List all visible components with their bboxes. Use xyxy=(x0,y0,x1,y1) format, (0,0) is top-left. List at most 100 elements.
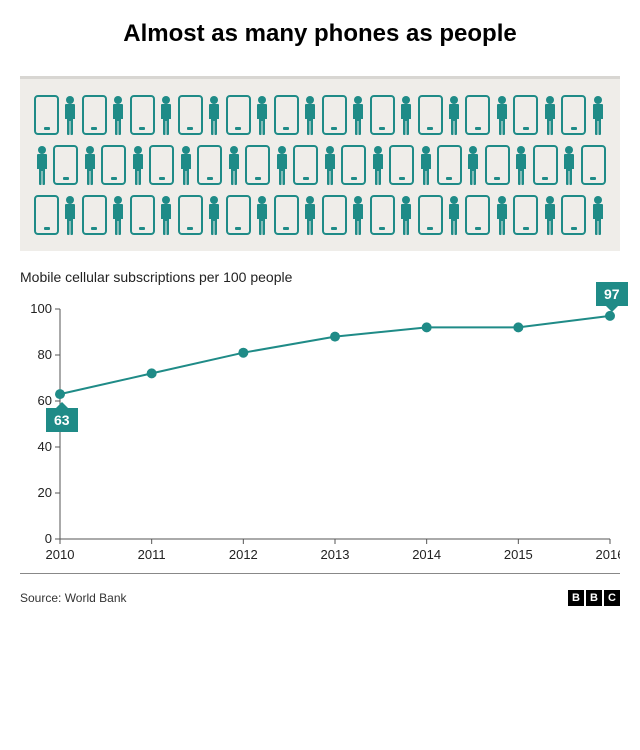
data-marker xyxy=(605,311,615,321)
x-tick-label: 2012 xyxy=(229,547,258,562)
person-icon xyxy=(62,195,78,235)
pictogram-row xyxy=(34,145,606,185)
phone-icon xyxy=(561,195,586,235)
phone-icon xyxy=(465,195,490,235)
person-icon xyxy=(62,95,78,135)
person-icon xyxy=(178,145,194,185)
person-icon xyxy=(110,195,126,235)
y-tick-label: 40 xyxy=(38,439,52,454)
bbc-logo: BBC xyxy=(568,590,620,606)
phone-icon xyxy=(274,195,299,235)
person-icon xyxy=(302,195,318,235)
person-icon xyxy=(34,145,50,185)
person-icon xyxy=(82,145,98,185)
logo-letter: C xyxy=(604,590,620,606)
person-icon xyxy=(590,95,606,135)
data-marker xyxy=(422,322,432,332)
person-icon xyxy=(130,145,146,185)
person-icon xyxy=(418,145,434,185)
pictogram-panel xyxy=(20,76,620,251)
phone-icon xyxy=(274,95,299,135)
y-tick-label: 100 xyxy=(30,301,52,316)
phone-icon xyxy=(130,95,155,135)
person-icon xyxy=(590,195,606,235)
person-icon xyxy=(513,145,529,185)
person-icon xyxy=(158,195,174,235)
data-marker xyxy=(330,332,340,342)
person-icon xyxy=(542,95,558,135)
x-tick-label: 2015 xyxy=(504,547,533,562)
phone-icon xyxy=(513,95,538,135)
phone-icon xyxy=(561,95,586,135)
footer: Source: World Bank BBC xyxy=(20,584,620,606)
person-icon xyxy=(254,195,270,235)
phone-icon xyxy=(322,95,347,135)
x-tick-label: 2013 xyxy=(321,547,350,562)
phone-icon xyxy=(293,145,318,185)
phone-icon xyxy=(226,95,251,135)
line-chart: Mobile cellular subscriptions per 100 pe… xyxy=(20,269,620,569)
phone-icon xyxy=(245,145,270,185)
person-icon xyxy=(350,195,366,235)
person-icon xyxy=(494,195,510,235)
phone-icon xyxy=(389,145,414,185)
x-tick-label: 2010 xyxy=(46,547,75,562)
chart-svg: 0 20 40 60 80 100 2010 2011 2012 2013 2014 2015 2016 xyxy=(20,289,620,569)
x-tick-label: 2014 xyxy=(412,547,441,562)
value-callout: 63 xyxy=(46,408,78,432)
person-icon xyxy=(398,195,414,235)
divider xyxy=(20,573,620,574)
phone-icon xyxy=(418,95,443,135)
person-icon xyxy=(561,145,577,185)
phone-icon xyxy=(82,95,107,135)
source-text: Source: World Bank xyxy=(20,591,127,605)
person-icon xyxy=(226,145,242,185)
phone-icon xyxy=(130,195,155,235)
y-tick-label: 60 xyxy=(38,393,52,408)
data-line xyxy=(60,316,610,394)
phone-icon xyxy=(341,145,366,185)
data-marker xyxy=(147,368,157,378)
phone-icon xyxy=(485,145,510,185)
phone-icon xyxy=(178,95,203,135)
person-icon xyxy=(494,95,510,135)
value-callout: 97 xyxy=(596,282,628,306)
x-tick-label: 2016 xyxy=(596,547,620,562)
data-marker xyxy=(513,322,523,332)
logo-letter: B xyxy=(586,590,602,606)
pictogram-row xyxy=(34,195,606,235)
phone-icon xyxy=(34,95,59,135)
phone-icon xyxy=(34,195,59,235)
phone-icon xyxy=(533,145,558,185)
phone-icon xyxy=(437,145,462,185)
phone-icon xyxy=(322,195,347,235)
y-tick-label: 20 xyxy=(38,485,52,500)
phone-icon xyxy=(197,145,222,185)
person-icon xyxy=(465,145,481,185)
data-marker xyxy=(238,348,248,358)
person-icon xyxy=(398,95,414,135)
person-icon xyxy=(322,145,338,185)
phone-icon xyxy=(513,195,538,235)
y-tick-label: 80 xyxy=(38,347,52,362)
person-icon xyxy=(254,95,270,135)
person-icon xyxy=(446,195,462,235)
phone-icon xyxy=(101,145,126,185)
person-icon xyxy=(206,95,222,135)
phone-icon xyxy=(465,95,490,135)
phone-icon xyxy=(226,195,251,235)
data-marker xyxy=(55,389,65,399)
phone-icon xyxy=(82,195,107,235)
phone-icon xyxy=(581,145,606,185)
x-tick-label: 2011 xyxy=(138,547,166,562)
chart-subtitle: Mobile cellular subscriptions per 100 pe… xyxy=(20,269,620,285)
y-tick-label: 0 xyxy=(45,531,52,546)
person-icon xyxy=(206,195,222,235)
phone-icon xyxy=(418,195,443,235)
person-icon xyxy=(446,95,462,135)
person-icon xyxy=(542,195,558,235)
pictogram-row xyxy=(34,95,606,135)
phone-icon xyxy=(53,145,78,185)
person-icon xyxy=(370,145,386,185)
person-icon xyxy=(158,95,174,135)
